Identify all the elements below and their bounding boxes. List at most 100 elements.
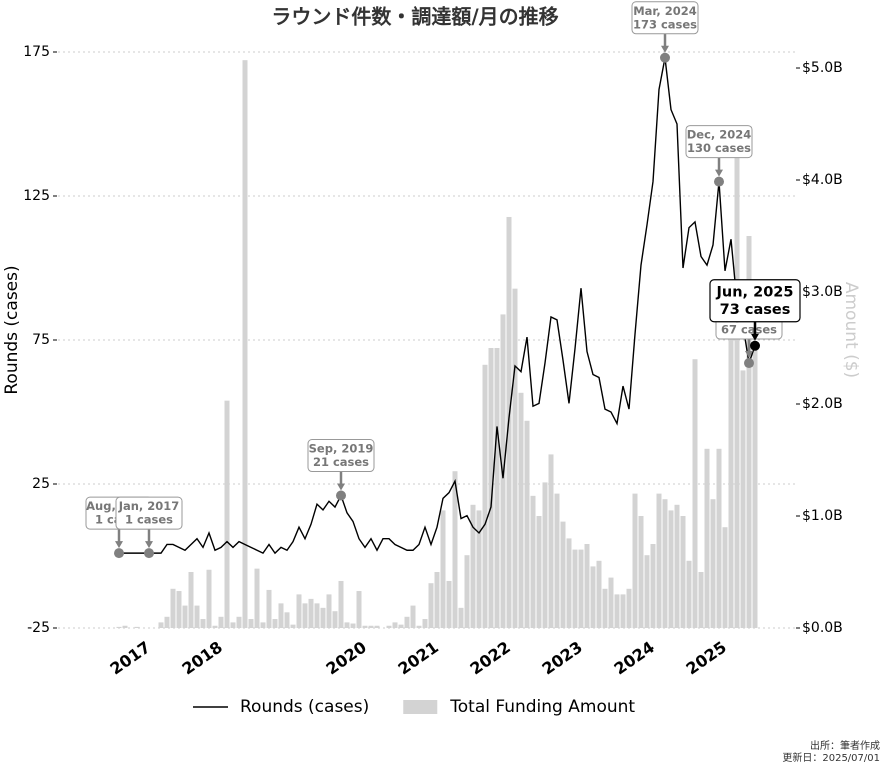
- bar: [734, 140, 740, 628]
- y-tick-label: 175: [23, 44, 50, 60]
- annotation-text: 173 cases: [633, 17, 697, 31]
- bar: [524, 420, 530, 628]
- bar: [650, 544, 656, 628]
- bar: [614, 594, 620, 628]
- bar: [632, 493, 638, 628]
- y2-tick-label: $4.0B: [802, 172, 843, 188]
- bar: [470, 504, 476, 628]
- annotation-arrowhead: [337, 483, 345, 491]
- bar: [698, 572, 704, 628]
- y2-tick-label: $0.0B: [802, 620, 843, 636]
- bar: [290, 624, 296, 628]
- bar: [578, 549, 584, 628]
- bar: [182, 605, 188, 628]
- bar: [638, 516, 644, 628]
- bar: [494, 348, 500, 628]
- bar: [296, 594, 302, 628]
- bar: [362, 625, 368, 628]
- bar: [368, 625, 374, 628]
- bar: [584, 544, 590, 628]
- bar: [566, 538, 572, 628]
- bar: [560, 521, 566, 628]
- bar: [464, 555, 470, 628]
- annotated-point: [660, 52, 670, 63]
- bar: [356, 591, 362, 628]
- bar: [134, 626, 140, 628]
- bar: [122, 625, 128, 628]
- x-tick-label: 2025: [682, 637, 729, 678]
- bar: [548, 454, 554, 628]
- bar: [422, 619, 428, 628]
- annotation-text: 21 cases: [313, 455, 369, 469]
- line: [119, 57, 756, 555]
- bar: [284, 612, 290, 628]
- bar: [434, 572, 440, 628]
- annotated-point: [336, 490, 346, 501]
- bar: [686, 560, 692, 628]
- bar: [242, 60, 248, 628]
- bar: [752, 348, 758, 628]
- legend-swatch: [403, 700, 438, 714]
- bar: [320, 607, 326, 628]
- source-note: 出所：筆者作成: [810, 739, 880, 752]
- bar: [704, 448, 710, 628]
- annotation-box: [685, 125, 753, 159]
- bar: [428, 583, 434, 628]
- bar: [386, 625, 392, 628]
- annotated-point: [744, 358, 754, 369]
- y-tick-label: -25: [27, 620, 50, 636]
- bar: [536, 516, 542, 628]
- x-tick-label: 2022: [466, 637, 513, 678]
- bar: [392, 622, 398, 628]
- y2-axis-label: Amount ($): [841, 282, 861, 378]
- bar: [170, 588, 176, 628]
- bar: [194, 605, 200, 628]
- bar: [746, 236, 752, 628]
- bar: [374, 625, 380, 628]
- bar: [692, 359, 698, 628]
- bar: [668, 510, 674, 628]
- bar: [710, 499, 716, 628]
- bar: [476, 510, 482, 628]
- bar: [410, 605, 416, 628]
- annotation-arrowhead: [661, 45, 669, 53]
- x-tick-label: 2024: [610, 637, 657, 678]
- bar: [212, 625, 218, 628]
- bar: [728, 336, 734, 628]
- bar: [224, 400, 230, 628]
- annotation-title: Jun, 2025: [716, 284, 794, 300]
- annotation-arrowhead: [715, 169, 723, 177]
- bar: [518, 392, 524, 628]
- y2-tick-label: $3.0B: [802, 284, 843, 300]
- bar: [236, 616, 242, 628]
- legend-label: Total Funding Amount: [449, 697, 635, 717]
- bar: [398, 624, 404, 628]
- bar: [530, 495, 536, 628]
- annotation-box: [631, 1, 699, 35]
- y-tick-label: 75: [32, 332, 50, 348]
- bar: [176, 591, 182, 628]
- annotation-arrowhead: [115, 541, 123, 549]
- bar: [344, 622, 350, 628]
- bar: [230, 622, 236, 628]
- bar: [164, 616, 170, 628]
- annotated-point: [750, 340, 760, 351]
- annotation-text: 1 cases: [125, 513, 173, 527]
- annotated-point: [114, 548, 124, 559]
- bar: [188, 572, 194, 628]
- annotation-arrowhead: [751, 333, 759, 341]
- x-tick-label: 2017: [106, 637, 153, 678]
- bar: [554, 493, 560, 628]
- annotation-title: Dec, 2024: [687, 128, 752, 142]
- annotated-point: [144, 548, 154, 559]
- bar: [158, 622, 164, 628]
- y2-tick-label: $5.0B: [802, 60, 843, 76]
- y-axis-label: Rounds (cases): [2, 265, 22, 394]
- bar: [416, 625, 422, 628]
- y2-tick-label: $1.0B: [802, 508, 843, 524]
- bar: [608, 577, 614, 628]
- bar: [260, 622, 266, 628]
- chart-title: ラウンド件数・調達額/月の推移: [271, 5, 558, 29]
- bar: [308, 598, 314, 628]
